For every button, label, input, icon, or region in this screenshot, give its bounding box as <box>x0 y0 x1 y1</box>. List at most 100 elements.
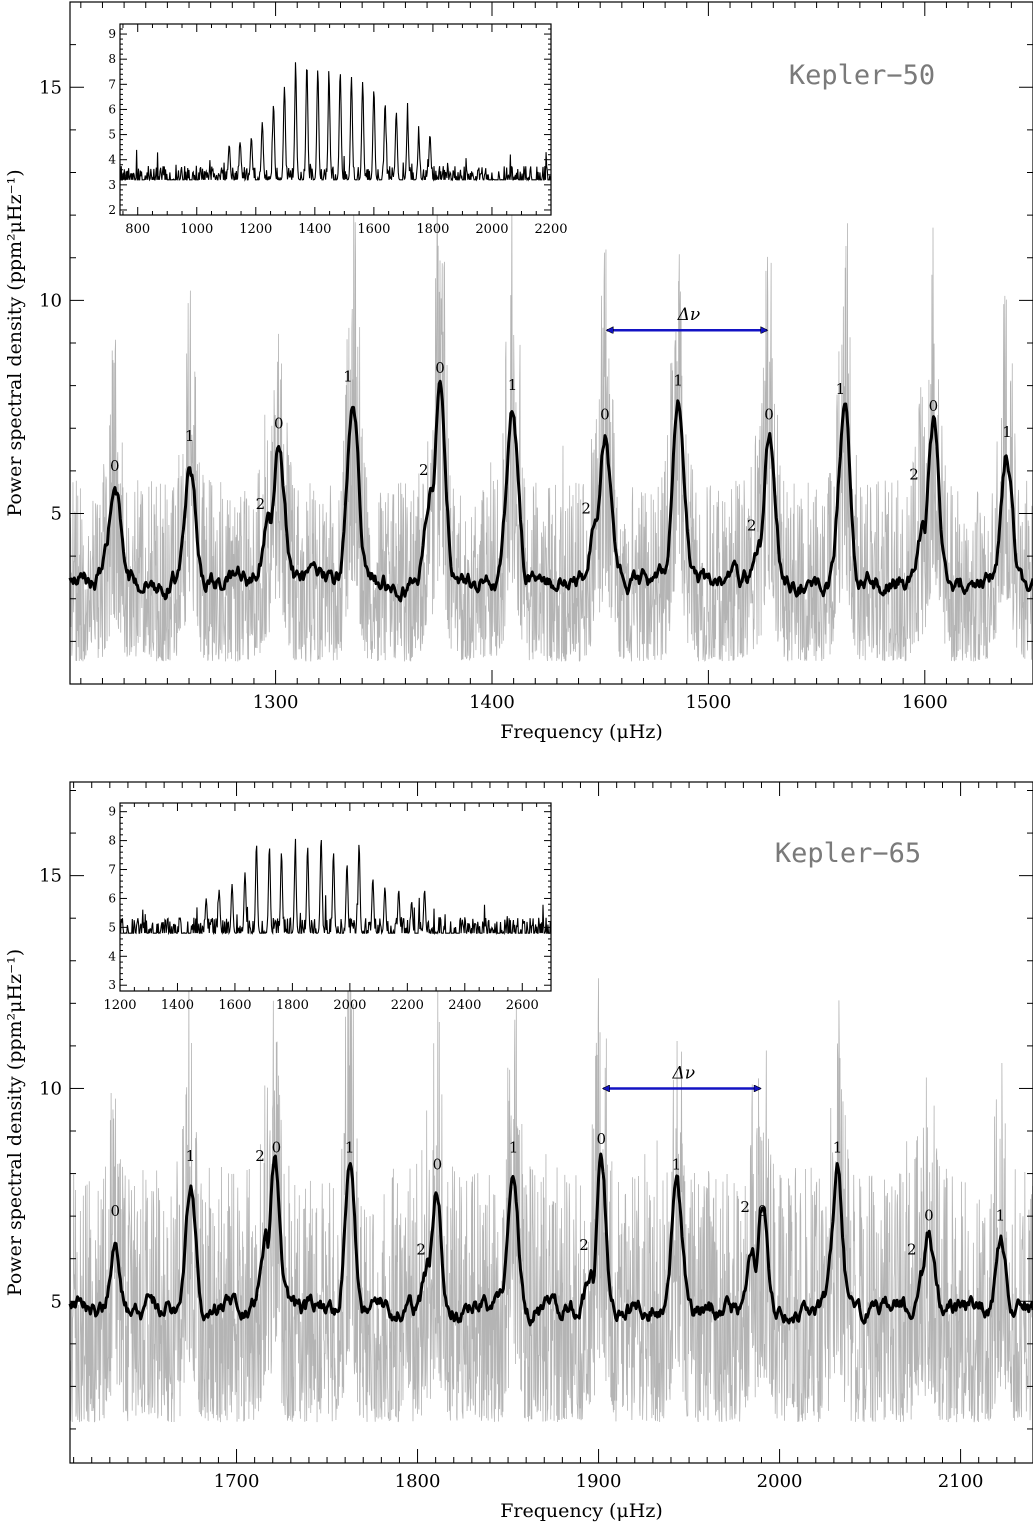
inset-y-tick-label: 5 <box>108 128 116 142</box>
inset-y-tick-label: 3 <box>108 978 116 992</box>
mode-label: 2 <box>909 465 919 483</box>
mode-label: 1 <box>186 1147 196 1165</box>
mode-label: 2 <box>740 1198 750 1216</box>
inset-x-tick-label: 1800 <box>416 222 449 237</box>
mode-label: 0 <box>110 1202 120 1220</box>
inset-y-tick-label: 2 <box>108 203 116 217</box>
inset-background <box>120 24 551 215</box>
mode-label: 1 <box>836 380 846 398</box>
inset-y-tick-label: 9 <box>108 805 116 819</box>
mode-label: 2 <box>255 1147 265 1165</box>
mode-label: 1 <box>345 1138 355 1156</box>
y-tick-label: 15 <box>39 77 62 98</box>
inset-x-tick-label: 2600 <box>506 998 539 1013</box>
inset-chart: 800 1000 1200 1400 1600 1800 2000 2200 2 3 4 5 6 7 8 9 <box>108 23 568 237</box>
mode-label: 0 <box>274 414 284 432</box>
mode-label: 1 <box>509 1138 519 1156</box>
delta-nu-label: Δν <box>677 305 701 325</box>
y-tick-label: 5 <box>51 504 62 525</box>
inset-y-tick-label: 4 <box>108 153 116 167</box>
mode-label: 2 <box>581 500 591 518</box>
inset-spectrum <box>120 62 551 182</box>
raw-spectrum <box>69 193 1033 662</box>
delta-nu-label: Δν <box>672 1063 696 1083</box>
mode-label: 1 <box>1002 423 1012 441</box>
mode-label: 0 <box>272 1138 282 1156</box>
y-axis-label: Power spectral density (ppm²μHz⁻¹) <box>4 949 26 1296</box>
inset-x-tick-label: 1600 <box>218 998 251 1013</box>
inset-x-tick-label: 1200 <box>239 222 272 237</box>
x-tick-label: 1800 <box>395 1471 441 1492</box>
inset-y-tick-label: 4 <box>108 949 116 963</box>
mode-label: 0 <box>758 1202 768 1220</box>
x-axis-label: Frequency (μHz) <box>500 1500 663 1522</box>
plot-frame <box>69 781 1033 1464</box>
inset-x-tick-label: 1000 <box>180 222 213 237</box>
inset-y-tick-label: 3 <box>108 178 116 192</box>
y-tick-label: 5 <box>51 1291 62 1312</box>
inset-x-tick-label: 2000 <box>475 222 508 237</box>
mode-label: 2 <box>907 1240 917 1258</box>
y-axis-label: Power spectral density (ppm²μHz⁻¹) <box>4 169 26 516</box>
inset-x-tick-label: 1400 <box>161 998 194 1013</box>
inset-x-tick-label: 1600 <box>357 222 390 237</box>
inset-spectrum <box>119 838 552 936</box>
mode-label: 0 <box>435 359 445 377</box>
x-tick-label: 2000 <box>757 1471 803 1492</box>
x-axis-label: Frequency (μHz) <box>500 721 663 743</box>
inset-x-tick-label: 2400 <box>448 998 481 1013</box>
x-tick-label: 1700 <box>214 1471 260 1492</box>
raw-spectrum <box>69 954 1033 1423</box>
star-name: Kepler−50 <box>789 60 935 91</box>
inset-x-tick-label: 800 <box>125 222 150 237</box>
mode-label: 1 <box>833 1138 843 1156</box>
y-tick-label: 10 <box>39 290 62 311</box>
inset-y-tick-label: 9 <box>108 27 116 41</box>
mode-label: 2 <box>416 1240 426 1258</box>
star-name: Kepler−65 <box>775 838 921 869</box>
mode-label: 0 <box>924 1206 934 1224</box>
x-tick-label: 1500 <box>685 692 731 713</box>
mode-label: 0 <box>600 406 610 424</box>
mode-label: 0 <box>929 397 939 415</box>
mode-label: 1 <box>508 376 518 394</box>
mode-label: 2 <box>256 495 266 513</box>
inset-y-tick-label: 7 <box>108 77 116 91</box>
inset-chart: 1200 1400 1600 1800 2000 2200 2400 2600 3 4 5 6 7 8 9 <box>103 802 552 1013</box>
y-tick-label: 15 <box>39 866 62 887</box>
smoothed-spectrum <box>68 379 1033 603</box>
mode-label: 2 <box>579 1236 589 1254</box>
mode-label: 1 <box>343 367 353 385</box>
inset-y-tick-label: 8 <box>108 834 116 848</box>
inset-x-tick-label: 2000 <box>333 998 366 1013</box>
mode-label: 1 <box>673 372 683 390</box>
inset-background <box>120 803 551 991</box>
mode-label: 1 <box>185 427 195 445</box>
inset-y-tick-label: 7 <box>108 863 116 877</box>
mode-label: 1 <box>672 1155 682 1173</box>
mode-label: 0 <box>764 406 774 424</box>
inset-y-tick-label: 8 <box>108 52 116 66</box>
inset-y-tick-label: 6 <box>108 891 116 905</box>
inset-x-tick-label: 2200 <box>534 222 567 237</box>
smoothed-spectrum <box>68 1152 1033 1327</box>
mode-label: 2 <box>747 517 757 535</box>
y-tick-label: 10 <box>39 1078 62 1099</box>
inset-x-tick-label: 2200 <box>391 998 424 1013</box>
mode-label: 0 <box>433 1155 443 1173</box>
mode-label: 0 <box>110 457 120 475</box>
x-tick-label: 1900 <box>576 1471 622 1492</box>
inset-y-tick-label: 5 <box>108 920 116 934</box>
mode-label: 2 <box>419 461 429 479</box>
x-tick-label: 1600 <box>902 692 948 713</box>
inset-x-tick-label: 1400 <box>298 222 331 237</box>
x-tick-label: 1400 <box>469 692 515 713</box>
inset-y-tick-label: 6 <box>108 102 116 116</box>
inset-x-tick-label: 1800 <box>276 998 309 1013</box>
x-tick-label: 1300 <box>253 692 299 713</box>
x-tick-label: 2100 <box>938 1471 984 1492</box>
mode-label: 0 <box>597 1130 607 1148</box>
